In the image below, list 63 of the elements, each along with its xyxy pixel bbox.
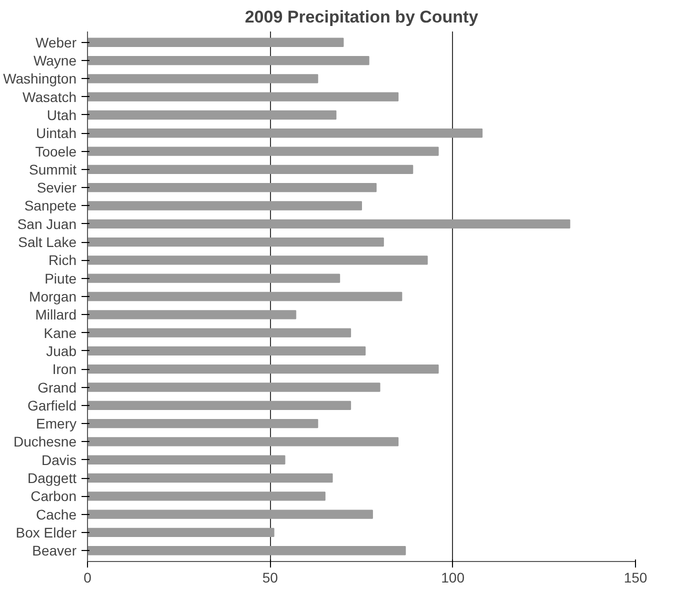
y-tick-label: Beaver (32, 542, 77, 559)
bar (88, 56, 370, 66)
y-tick-label: Duchesne (13, 434, 77, 450)
bar (88, 418, 318, 428)
bar (88, 473, 333, 483)
x-tick-label: 50 (262, 570, 278, 586)
bar (88, 510, 373, 519)
bar (88, 164, 414, 174)
x-tick-label: 150 (624, 570, 648, 586)
y-tick-label: Summit (29, 161, 77, 178)
bar (88, 364, 439, 374)
x-tick-label: 100 (441, 570, 465, 586)
y-tick-label: Piute (44, 270, 77, 286)
x-tick-label: 0 (84, 570, 92, 586)
y-tick-label: Iron (52, 361, 76, 378)
y-tick-label: Juab (46, 342, 77, 359)
y-tick-label: Box Elder (16, 524, 77, 540)
bar (88, 528, 274, 538)
y-tick-label: Cache (36, 506, 77, 522)
bar (88, 183, 377, 192)
bar (88, 146, 439, 156)
y-tick-label: Kane (44, 324, 77, 341)
bar (88, 400, 352, 410)
y-tick-label: Wayne (33, 52, 77, 69)
y-tick-label: Davis (41, 452, 77, 468)
y-tick-label: Sevier (36, 180, 77, 196)
y-tick-label: San Juan (17, 216, 77, 232)
bar (88, 74, 318, 84)
bar (88, 437, 399, 446)
y-tick-label: Garfield (27, 397, 77, 414)
bar (88, 346, 366, 356)
bar (88, 328, 352, 338)
y-tick-label: Washington (3, 70, 77, 87)
bar (88, 382, 380, 392)
y-tick-label: Weber (36, 34, 77, 50)
bar (88, 274, 340, 283)
y-tick-label: Rich (48, 252, 77, 268)
bar (88, 546, 406, 556)
y-tick-label: Wasatch (22, 88, 77, 105)
bar (88, 310, 296, 320)
y-tick-label: Salt Lake (18, 234, 77, 250)
bar (88, 128, 483, 138)
y-tick-label: Millard (35, 306, 77, 323)
y-tick-label: Grand (38, 379, 77, 396)
bar (88, 492, 326, 501)
bar (88, 292, 402, 302)
y-tick-label: Uintah (36, 125, 76, 142)
bar (88, 256, 428, 265)
bar (88, 38, 344, 47)
y-tick-label: Daggett (27, 470, 77, 486)
chart-title: 2009 Precipitation by County (244, 8, 479, 26)
bar (88, 110, 336, 120)
y-tick-label: Morgan (29, 288, 76, 304)
bar (88, 92, 399, 102)
y-tick-label: Emery (36, 416, 77, 432)
bar (88, 237, 384, 247)
y-tick-label: Utah (46, 106, 77, 123)
y-tick-label: Tooele (35, 143, 77, 160)
bar (88, 455, 286, 464)
y-tick-label: Carbon (30, 488, 77, 504)
bar (88, 219, 570, 228)
y-tick-label: Sanpete (24, 198, 77, 214)
bar (88, 201, 362, 210)
